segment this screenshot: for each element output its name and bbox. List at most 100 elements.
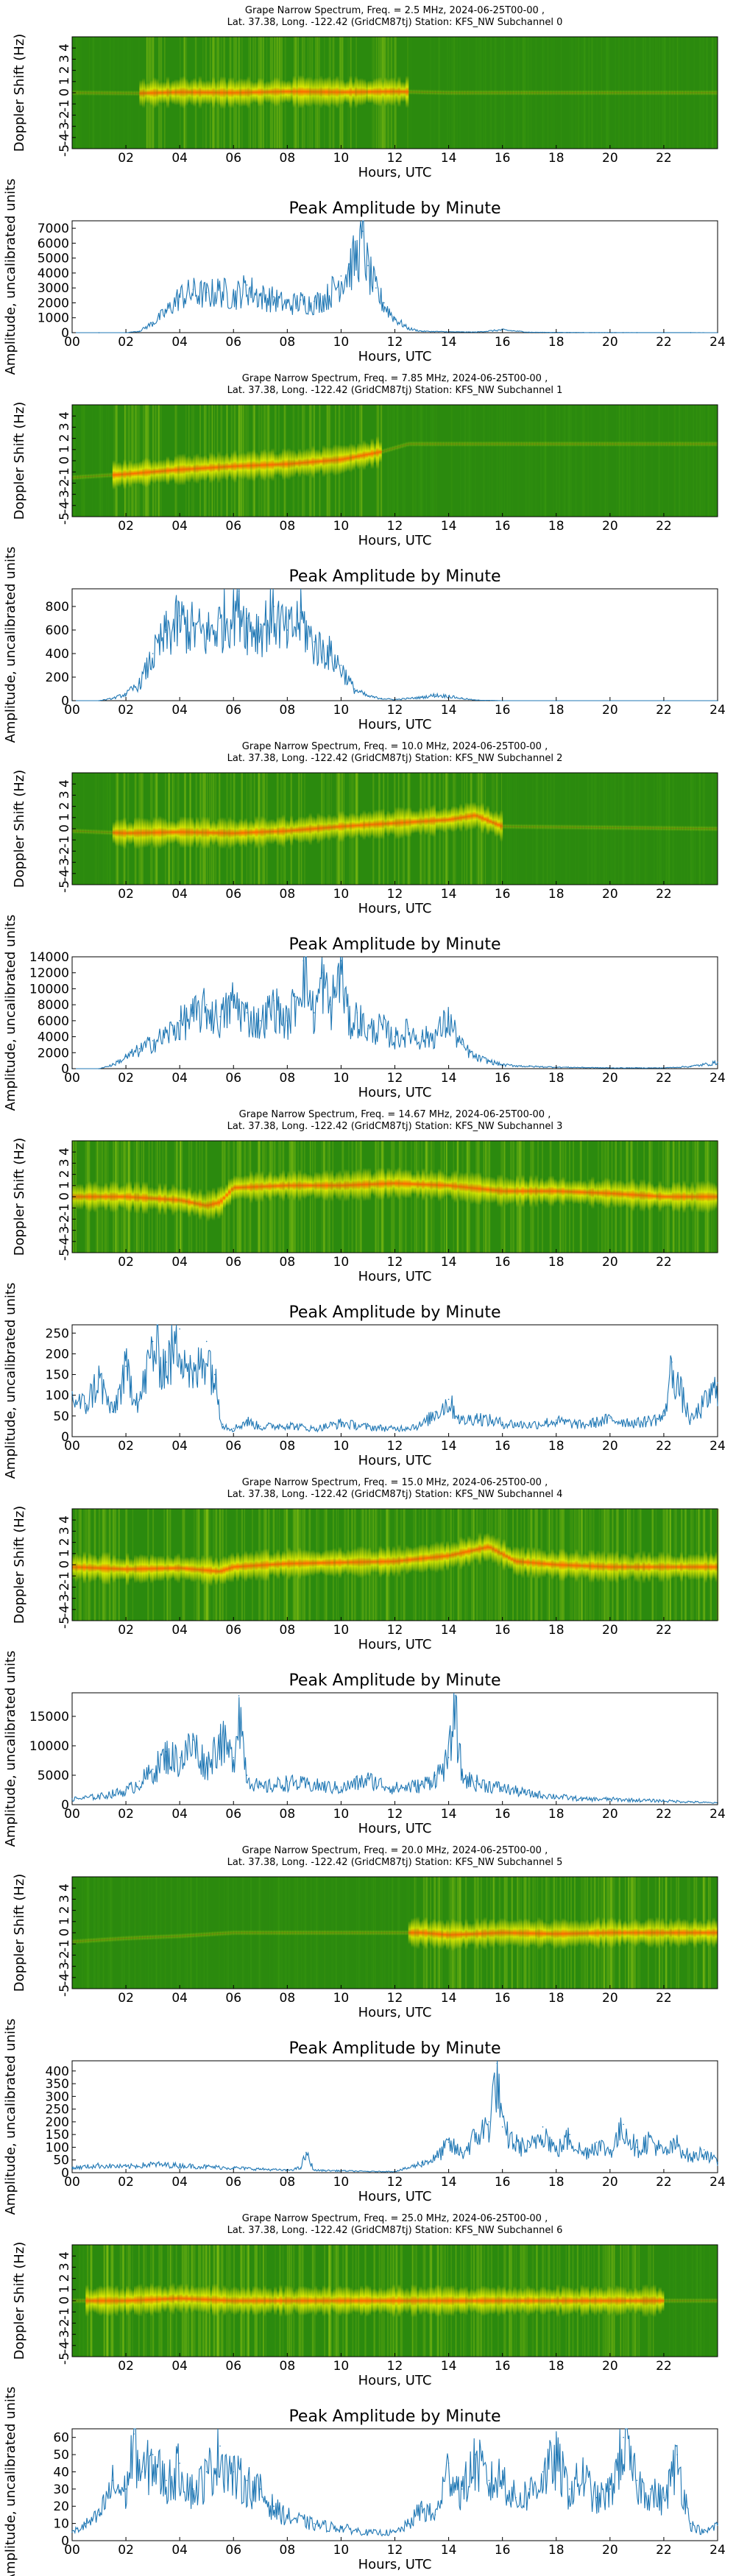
signal-segment (79, 474, 84, 480)
signal-segment (330, 447, 333, 475)
noise-streak (452, 405, 453, 517)
amplitude-point (166, 1361, 167, 1363)
signal-segment (276, 1549, 280, 1579)
signal-segment (352, 81, 355, 103)
x-axis-label: Hours, UTC (358, 1085, 432, 1100)
amplitude-point (555, 1419, 557, 1421)
signal-segment (190, 1932, 194, 1939)
signal-segment (411, 441, 414, 447)
signal-segment (701, 1554, 705, 1579)
signal-segment (553, 1918, 557, 1950)
amplitude-point (259, 1426, 261, 1427)
signal-segment (556, 824, 559, 830)
signal-segment (136, 1181, 140, 1214)
signal-segment (461, 1172, 466, 1202)
signal-segment (91, 473, 94, 479)
signal-segment (112, 821, 116, 844)
signal-segment (669, 441, 673, 447)
signal-segment (414, 810, 417, 834)
amplitude-point (407, 2522, 409, 2524)
signal-segment (214, 1557, 218, 1586)
noise-streak (96, 1877, 99, 1989)
signal-segment (647, 1917, 651, 1948)
signal-segment (475, 1538, 479, 1562)
amplitude-point (286, 1780, 289, 1782)
signal-segment (650, 2285, 654, 2317)
signal-segment (570, 1551, 573, 1579)
signal-segment (437, 1542, 442, 1571)
amplitude-point (649, 2136, 651, 2138)
signal-segment (394, 1168, 398, 1199)
signal-segment (136, 90, 140, 96)
amplitude-point (138, 682, 141, 684)
noise-streak (673, 405, 676, 517)
signal-segment (693, 1917, 697, 1949)
signal-segment (233, 1175, 237, 1200)
signal-segment (297, 1169, 302, 1202)
signal-segment (238, 77, 242, 107)
signal-segment (171, 80, 175, 105)
signal-segment (99, 829, 102, 835)
x-tick-label: 18 (548, 335, 565, 350)
amplitude-point (259, 2168, 261, 2170)
signal-segment (99, 2285, 102, 2317)
signal-segment (99, 1555, 102, 1582)
signal-segment (553, 2288, 557, 2313)
signal-segment (219, 1557, 224, 1585)
signal-segment (596, 90, 600, 96)
signal-segment (227, 77, 232, 108)
signal-segment (196, 1192, 199, 1216)
noise-streak (450, 405, 453, 517)
signal-segment (292, 1170, 296, 1201)
noise-streak (109, 773, 111, 885)
signal-segment (432, 89, 436, 96)
signal-segment (128, 821, 132, 845)
signal-segment (486, 441, 489, 447)
signal-segment (500, 441, 503, 447)
signal-segment (255, 452, 258, 479)
amplitude-point (125, 2165, 127, 2168)
y-tick-label: 250 (46, 1326, 69, 1341)
signal-segment (107, 2285, 110, 2317)
noise-streak (526, 405, 528, 517)
signal-segment (634, 1918, 637, 1947)
signal-segment (440, 2288, 444, 2313)
signal-segment (284, 1930, 288, 1936)
signal-segment (518, 1918, 522, 1948)
signal-segment (567, 2286, 570, 2315)
signal-segment (120, 818, 124, 848)
y-tick-label: 0 (57, 824, 72, 832)
signal-segment (74, 1184, 78, 1209)
signal-segment (609, 1551, 613, 1583)
signal-segment (174, 79, 178, 106)
signal-segment (663, 1922, 668, 1944)
x-tick-label: 18 (548, 1807, 565, 1822)
signal-segment (629, 2287, 632, 2314)
signal-segment (564, 1551, 567, 1579)
signal-segment (427, 441, 431, 447)
signal-segment (166, 456, 170, 486)
noise-streak (659, 405, 660, 517)
signal-segment (424, 2288, 428, 2313)
amplitude-point (152, 322, 154, 323)
noise-streak (155, 1877, 158, 1989)
signal-segment (336, 1549, 339, 1576)
amplitude-point (421, 2505, 422, 2508)
signal-segment (411, 1547, 414, 1572)
noise-streak (696, 405, 698, 517)
noise-streak (691, 405, 693, 517)
noise-streak (501, 1509, 503, 1621)
noise-streak (626, 405, 629, 517)
signal-segment (131, 1935, 135, 1942)
signal-segment (359, 2285, 364, 2316)
noise-streak (545, 405, 547, 517)
signal-segment (244, 2288, 248, 2313)
signal-segment (551, 90, 554, 96)
signal-segment (336, 1171, 339, 1200)
signal-segment (467, 2290, 471, 2312)
signal-segment (308, 813, 312, 846)
x-tick-label: 20 (602, 2359, 618, 2374)
signal-segment (300, 816, 304, 843)
noise-streak (651, 405, 653, 517)
